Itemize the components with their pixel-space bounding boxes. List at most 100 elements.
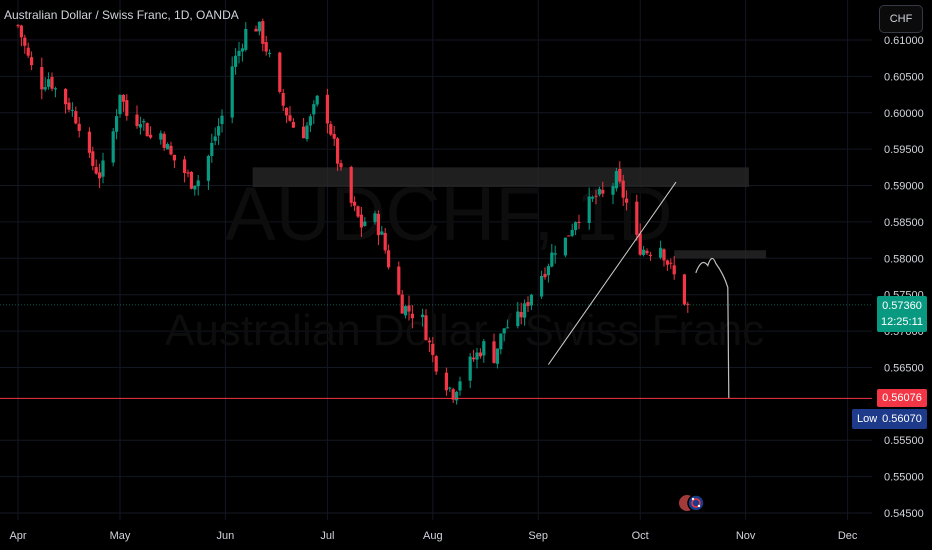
candle-body [77,123,81,131]
candle-body [172,154,176,161]
candle-body [53,88,57,90]
candle-body [206,155,210,181]
candle-body [288,115,292,121]
grid-lines [0,0,872,520]
economic-events-icon[interactable] [679,490,705,516]
candle-body [563,237,567,256]
candle-body [642,249,646,255]
time-tick-label: Sep [528,530,548,542]
candle-body [495,348,499,364]
time-tick-label: Jul [320,530,334,542]
price-tick-label: 0.55500 [884,435,924,447]
low-line-price-tag: 0.56076 [877,389,927,407]
candle-body [427,340,431,343]
candle-body [111,131,115,163]
price-tick-label: 0.58000 [884,253,924,265]
candle-body [261,21,265,44]
projection-path[interactable] [695,257,730,399]
candle-body [98,172,102,179]
candle-body [186,172,190,174]
candle-body [16,25,20,27]
candle-body [591,196,595,199]
candle-body [213,136,217,141]
candle-body [625,198,629,203]
candle-body [645,250,649,254]
price-tick-label: 0.60000 [884,108,924,120]
candle-body [230,66,234,118]
candle-body [210,142,214,156]
candle-body [400,294,404,314]
candle-body [305,125,309,140]
drawings[interactable] [547,181,730,399]
trendline[interactable] [547,181,677,365]
resistance-zone[interactable] [674,250,766,259]
candle-body [506,327,510,329]
candle-body [26,47,30,56]
candle-body [64,88,68,105]
candle-body [40,67,44,90]
currency-button[interactable]: CHF [879,5,923,33]
candle-body [404,306,408,316]
candle-body [387,250,391,268]
candle-body [254,28,258,32]
resistance-zones[interactable] [252,167,766,259]
candle-body [662,249,666,261]
candle-body [193,185,197,190]
candle-body [472,357,476,360]
candle-body [162,133,166,148]
candle-body [312,104,316,115]
candle-body [665,260,669,265]
candle-body [434,356,438,372]
candle-body [635,201,639,235]
price-tick-label: 0.56500 [884,362,924,374]
candle-body [115,116,119,132]
candle-body [281,92,285,106]
candle-body [451,389,455,400]
candle-body [149,134,153,138]
candle-body [410,313,414,319]
candle-body [125,100,129,116]
candle-body [268,52,272,54]
time-tick-label: Aug [423,530,443,542]
candle-body [570,229,574,236]
candle-body [682,274,686,305]
resistance-zone[interactable] [252,167,749,187]
candle-body [574,222,578,231]
candle-body [553,253,557,255]
candle-body [325,94,329,124]
candle-body [329,124,333,135]
candle-body [516,311,520,327]
candle-body [502,328,506,334]
candle-body [74,111,78,124]
candle-body [597,188,601,195]
candle-body [240,48,244,52]
candle-body [315,95,319,105]
candle-body [424,315,428,340]
candle-body [363,221,367,226]
price-lines [0,304,872,399]
candle-body [19,25,23,38]
time-tick-label: Jun [217,530,235,542]
candle-body [23,37,27,46]
candle-body [567,235,571,237]
candle-body [91,151,95,166]
candle-body [468,356,472,381]
price-tick-label: 0.61000 [884,35,924,47]
time-tick-label: Dec [838,530,858,542]
candle-body [257,21,261,32]
time-axis[interactable]: Apr May Jun Jul Aug Sep Oct Nov Dec [9,530,857,542]
candle-body [611,186,615,195]
candle-body [353,201,357,206]
candle-body [285,107,289,116]
candle-body [30,57,34,66]
price-axis[interactable]: 0.545000.550000.555000.565000.570000.575… [884,35,924,520]
price-candles [16,18,690,405]
symbol-title[interactable]: Australian Dollar / Swiss Franc, 1D, OAN… [4,8,239,22]
candle-body [94,167,98,174]
candle-body [638,233,642,255]
candle-body [359,214,363,228]
candle-body [183,159,187,173]
candle-body [336,138,340,164]
candle-body [101,160,105,177]
